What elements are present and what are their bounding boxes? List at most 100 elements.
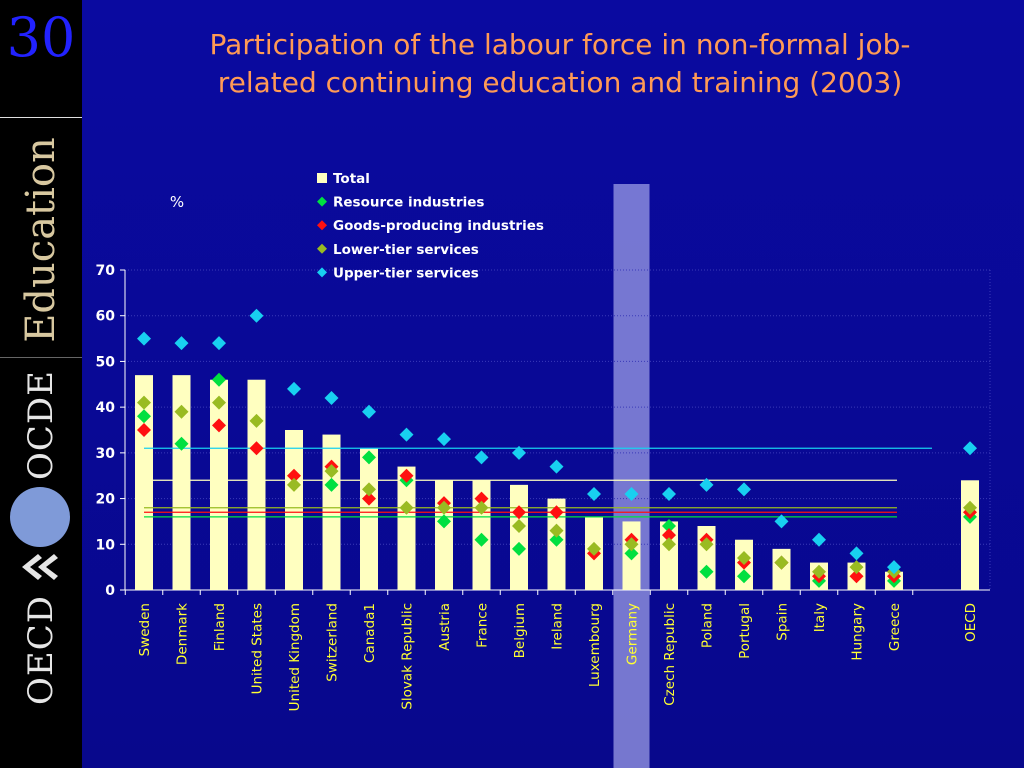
marker-upper-tier-services bbox=[474, 450, 489, 465]
marker-upper-tier-services bbox=[624, 487, 639, 501]
bar-total bbox=[210, 379, 228, 590]
legend-label: Resource industries bbox=[333, 195, 484, 211]
category-label: France bbox=[475, 603, 491, 648]
legend-swatch bbox=[317, 220, 327, 231]
category-label: Slovak Republic bbox=[400, 603, 416, 710]
marker-resource-industries bbox=[699, 564, 714, 579]
category-label: Germany bbox=[625, 603, 641, 665]
legend-label: Lower-tier services bbox=[333, 242, 479, 258]
marker-upper-tier-services bbox=[699, 477, 714, 492]
marker-upper-tier-services bbox=[212, 336, 226, 351]
y-tick-label: 0 bbox=[105, 583, 115, 599]
marker-lower-tier-services bbox=[774, 555, 789, 570]
marker-goods-producing-industries bbox=[549, 505, 564, 520]
marker-goods-producing-industries bbox=[249, 441, 264, 456]
marker-resource-industries bbox=[137, 409, 151, 424]
oecd-arrows-logo-icon bbox=[22, 554, 58, 580]
marker-upper-tier-services bbox=[549, 459, 564, 474]
marker-lower-tier-services bbox=[362, 482, 376, 497]
bar-total bbox=[510, 484, 528, 590]
marker-goods-producing-industries bbox=[212, 418, 226, 433]
marker-upper-tier-services bbox=[774, 514, 789, 529]
legend-swatch bbox=[317, 196, 327, 207]
bar-total bbox=[285, 430, 303, 590]
marker-lower-tier-services bbox=[624, 537, 639, 552]
marker-lower-tier-services bbox=[512, 519, 526, 533]
category-label: Hungary bbox=[850, 603, 866, 661]
slide-title: Participation of the labour force in non… bbox=[120, 26, 1000, 102]
category-label: OECD bbox=[963, 603, 979, 642]
marker-upper-tier-services bbox=[287, 381, 301, 396]
oecd-circle-logo-icon bbox=[10, 487, 70, 547]
marker-upper-tier-services bbox=[587, 487, 601, 501]
marker-lower-tier-services bbox=[287, 477, 301, 492]
bar-total bbox=[660, 521, 678, 590]
marker-lower-tier-services bbox=[963, 500, 977, 515]
marker-lower-tier-services bbox=[699, 537, 714, 552]
marker-resource-industries bbox=[437, 514, 451, 529]
marker-lower-tier-services bbox=[812, 564, 826, 579]
slide-title-line-1: Participation of the labour force in non… bbox=[209, 28, 911, 61]
marker-lower-tier-services bbox=[399, 500, 414, 515]
marker-lower-tier-services bbox=[137, 395, 151, 410]
marker-upper-tier-services bbox=[249, 308, 264, 323]
marker-upper-tier-services bbox=[399, 427, 414, 442]
marker-lower-tier-services bbox=[549, 523, 564, 538]
category-label: Czech Republic bbox=[662, 603, 678, 706]
marker-upper-tier-services bbox=[174, 336, 189, 351]
marker-resource-industries bbox=[362, 450, 376, 465]
marker-goods-producing-industries bbox=[512, 505, 526, 520]
marker-goods-producing-industries bbox=[662, 528, 676, 543]
category-label: Switzerland bbox=[325, 603, 341, 682]
legend-swatch bbox=[317, 173, 327, 183]
highlight-band bbox=[613, 184, 650, 768]
marker-lower-tier-services bbox=[737, 551, 751, 565]
marker-resource-industries bbox=[324, 477, 339, 492]
sidebar-divider bbox=[0, 117, 82, 118]
sidebar-divider-2 bbox=[0, 357, 82, 358]
bar-total bbox=[172, 375, 191, 590]
marker-goods-producing-industries bbox=[137, 423, 151, 437]
marker-lower-tier-services bbox=[474, 500, 489, 515]
y-axis-unit-label: % bbox=[170, 193, 184, 211]
marker-upper-tier-services bbox=[362, 404, 376, 419]
marker-goods-producing-industries bbox=[287, 468, 301, 483]
category-label: Italy bbox=[812, 603, 828, 632]
marker-resource-industries bbox=[474, 532, 489, 547]
marker-lower-tier-services bbox=[437, 500, 451, 515]
y-tick-label: 50 bbox=[96, 354, 116, 370]
category-label: Poland bbox=[700, 603, 716, 648]
marker-goods-producing-industries bbox=[849, 569, 864, 584]
marker-lower-tier-services bbox=[849, 560, 864, 575]
bar-total bbox=[397, 466, 416, 590]
legend-swatch bbox=[317, 243, 327, 254]
marker-upper-tier-services bbox=[512, 445, 526, 460]
marker-upper-tier-services bbox=[849, 546, 864, 561]
y-tick-label: 60 bbox=[96, 309, 116, 325]
marker-resource-industries bbox=[212, 372, 226, 387]
category-label: Luxembourg bbox=[587, 603, 603, 687]
y-tick-label: 40 bbox=[96, 400, 116, 416]
marker-goods-producing-industries bbox=[362, 491, 376, 506]
marker-resource-industries bbox=[512, 541, 526, 556]
marker-lower-tier-services bbox=[587, 541, 601, 556]
bar-total bbox=[360, 448, 378, 590]
slide-title-line-2: related continuing education and trainin… bbox=[217, 66, 903, 99]
marker-upper-tier-services bbox=[812, 532, 826, 547]
marker-goods-producing-industries bbox=[474, 491, 489, 506]
sidebar-brand-strip: 30 Education OCDE OECD bbox=[0, 0, 82, 768]
marker-lower-tier-services bbox=[212, 395, 226, 410]
legend-label: Upper-tier services bbox=[333, 265, 479, 281]
marker-lower-tier-services bbox=[249, 413, 264, 428]
legend-label: Total bbox=[333, 171, 370, 187]
bar-total bbox=[247, 379, 266, 590]
category-label: Greece bbox=[887, 603, 903, 651]
marker-resource-industries bbox=[662, 519, 676, 533]
marker-upper-tier-services bbox=[887, 560, 901, 575]
category-label: United Kingdom bbox=[287, 603, 303, 711]
marker-upper-tier-services bbox=[737, 482, 751, 497]
marker-lower-tier-services bbox=[324, 464, 339, 479]
bar-total bbox=[961, 480, 979, 590]
category-label: Portugal bbox=[737, 603, 753, 659]
marker-resource-industries bbox=[624, 546, 639, 561]
